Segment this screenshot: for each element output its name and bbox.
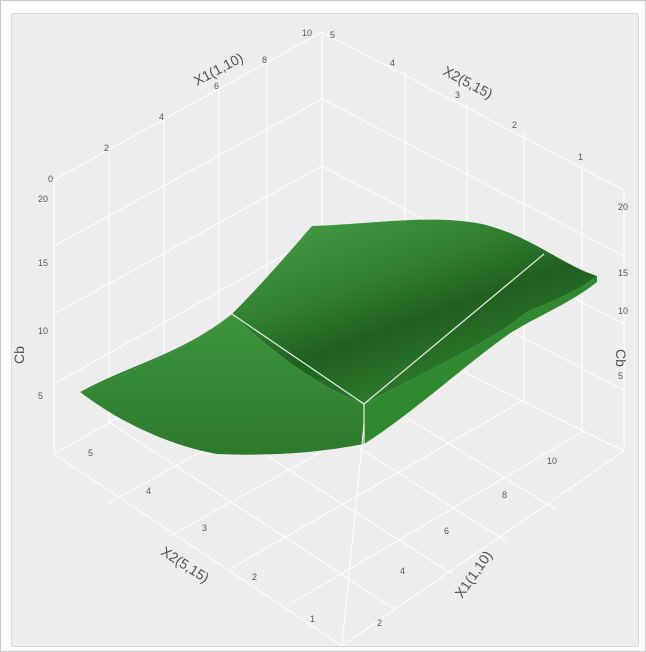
x2-axis-title-back: X2(5,15) (441, 63, 496, 102)
x1-tick-front-4: 2 (377, 618, 382, 628)
cb-axis-title-left: Cb (12, 346, 27, 364)
response-surface[interactable] (80, 219, 597, 455)
cb-tick-right-2: 15 (618, 268, 628, 278)
x2-tick-front-2: 3 (202, 523, 207, 533)
x1-tick-back-5: 10 (302, 28, 312, 38)
x1-tick-back-4: 8 (262, 55, 267, 65)
cb-axis-title-right: Cb (613, 349, 629, 367)
x1-tick-back-0: 0 (48, 174, 53, 184)
x1-tick-front-2: 6 (444, 526, 449, 536)
x2-tick-back-4: 1 (578, 152, 583, 162)
front-axis-line (341, 423, 365, 647)
surface-edge-0 (231, 313, 365, 405)
surface-edge-1 (363, 253, 545, 405)
x1-tick-front-1: 8 (502, 490, 507, 500)
x2-tick-front-0: 5 (88, 448, 93, 458)
cb-tick-left-3: 20 (38, 194, 48, 204)
cb-tick-left-0: 5 (38, 391, 43, 401)
x2-tick-back-1: 4 (390, 58, 395, 68)
cb-tick-left-1: 10 (38, 326, 48, 336)
cb-tick-right-1: 10 (618, 306, 628, 316)
x2-tick-front-4: 1 (310, 614, 315, 624)
x1-tick-front-3: 4 (400, 566, 405, 576)
x2-tick-front-3: 2 (252, 572, 257, 582)
x1-tick-back-1: 2 (104, 143, 109, 153)
x1-tick-back-3: 6 (214, 81, 219, 91)
x2-tick-back-0: 5 (330, 30, 335, 40)
surface-right-side[interactable] (364, 276, 597, 444)
cb-tick-right-0: 5 (618, 371, 623, 381)
x1-tick-back-2: 4 (159, 112, 164, 122)
x2-tick-back-3: 2 (512, 120, 517, 130)
x2-tick-front-1: 4 (146, 486, 151, 496)
cb-tick-right-3: 20 (618, 202, 628, 212)
surface-front[interactable] (80, 314, 364, 455)
x2-tick-back-2: 3 (455, 90, 460, 100)
x1-tick-front-0: 10 (547, 456, 557, 466)
cb-tick-left-2: 15 (38, 258, 48, 268)
plot-panel[interactable]: 0 2 4 6 8 10 5 4 3 2 1 5 5 10 10 15 15 20 20 5 4 3 2 1 10 8 6 4 2 X1… (11, 13, 639, 647)
surface-top[interactable] (80, 219, 597, 404)
x2-axis-title-front: X2(5,15) (158, 543, 212, 586)
